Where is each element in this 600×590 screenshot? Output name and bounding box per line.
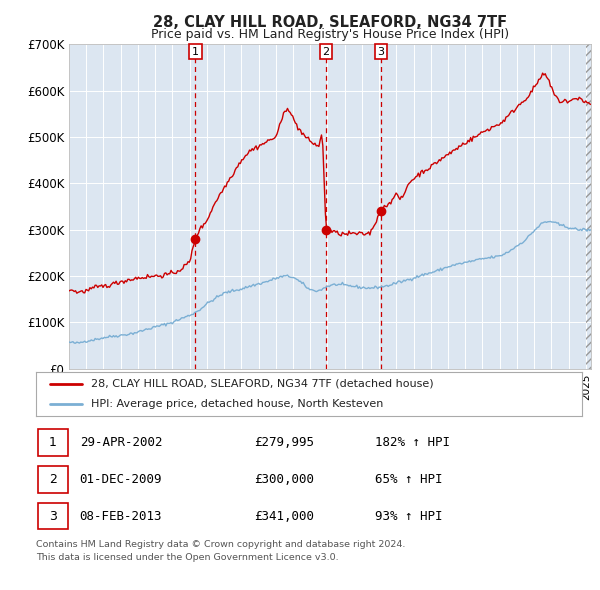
Text: 28, CLAY HILL ROAD, SLEAFORD, NG34 7TF (detached house): 28, CLAY HILL ROAD, SLEAFORD, NG34 7TF (…: [91, 379, 433, 389]
Text: 3: 3: [377, 47, 385, 57]
Bar: [586, 44, 592, 369]
Text: HPI: Average price, detached house, North Kesteven: HPI: Average price, detached house, Nort…: [91, 399, 383, 409]
Text: 08-FEB-2013: 08-FEB-2013: [80, 510, 162, 523]
Text: £341,000: £341,000: [254, 510, 314, 523]
Text: 28, CLAY HILL ROAD, SLEAFORD, NG34 7TF: 28, CLAY HILL ROAD, SLEAFORD, NG34 7TF: [153, 15, 507, 30]
Text: 1: 1: [192, 47, 199, 57]
FancyBboxPatch shape: [38, 466, 68, 493]
FancyBboxPatch shape: [38, 503, 68, 529]
Text: 1: 1: [49, 436, 56, 449]
Text: £300,000: £300,000: [254, 473, 314, 486]
Text: 182% ↑ HPI: 182% ↑ HPI: [374, 436, 449, 449]
Text: 93% ↑ HPI: 93% ↑ HPI: [374, 510, 442, 523]
Text: Contains HM Land Registry data © Crown copyright and database right 2024.: Contains HM Land Registry data © Crown c…: [36, 540, 406, 549]
Text: £279,995: £279,995: [254, 436, 314, 449]
Text: 2: 2: [49, 473, 56, 486]
Text: This data is licensed under the Open Government Licence v3.0.: This data is licensed under the Open Gov…: [36, 553, 338, 562]
Text: 01-DEC-2009: 01-DEC-2009: [80, 473, 162, 486]
FancyBboxPatch shape: [38, 430, 68, 456]
Text: Price paid vs. HM Land Registry's House Price Index (HPI): Price paid vs. HM Land Registry's House …: [151, 28, 509, 41]
Text: 65% ↑ HPI: 65% ↑ HPI: [374, 473, 442, 486]
Text: 2: 2: [322, 47, 329, 57]
Text: 3: 3: [49, 510, 56, 523]
Text: 29-APR-2002: 29-APR-2002: [80, 436, 162, 449]
